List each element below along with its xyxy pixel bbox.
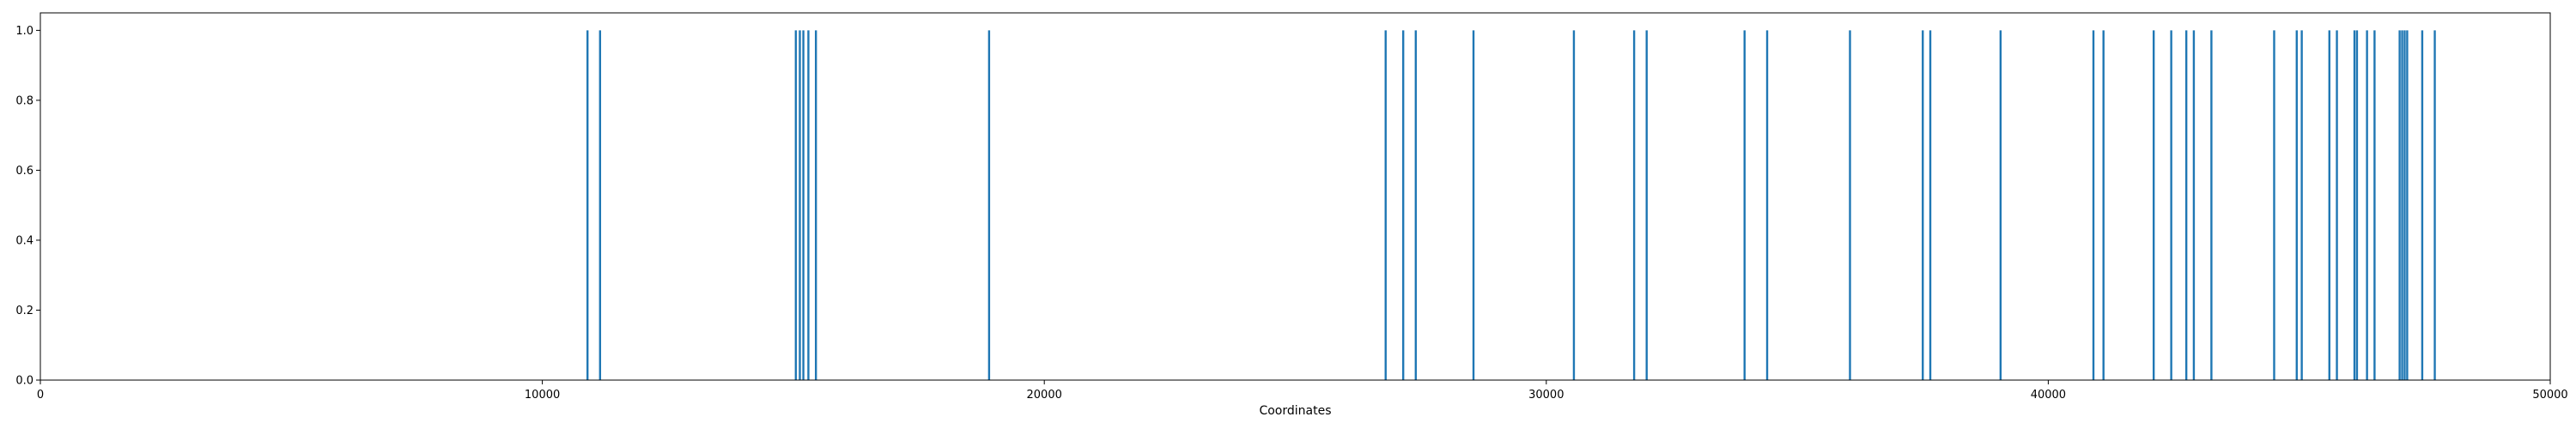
bar: [987, 30, 991, 380]
bar: [1384, 30, 1387, 380]
y-tick-label: 0.4: [15, 234, 33, 247]
bar: [1632, 30, 1636, 380]
plot-frame: [39, 12, 2551, 381]
y-tick-label: 0.6: [15, 165, 33, 178]
x-tick-label: 0: [37, 389, 44, 402]
bar: [2300, 30, 2303, 380]
bar: [1401, 30, 1405, 380]
bar: [2398, 30, 2401, 380]
y-tick-label: 1.0: [15, 25, 33, 38]
bar: [2170, 30, 2172, 380]
y-tick-label: 0.2: [15, 305, 33, 317]
bar: [1572, 30, 1576, 380]
x-axis: 0 10000 20000 30000 40000 50000: [37, 380, 2568, 402]
bar: [1765, 30, 1769, 380]
y-tick-label: 0.0: [15, 375, 33, 388]
x-tick-label: 40000: [2031, 389, 2066, 402]
bar: [815, 30, 817, 380]
bar: [1414, 30, 1417, 380]
x-tick-label: 50000: [2532, 389, 2567, 402]
bar: [2421, 30, 2424, 380]
bar: [586, 30, 589, 380]
x-tick-label: 10000: [525, 389, 560, 402]
bar: [2373, 30, 2376, 380]
chart-marks: [586, 30, 2436, 380]
bar: [1999, 30, 2002, 380]
bar: [2366, 30, 2368, 380]
bar: [598, 30, 602, 380]
bar: [1472, 30, 1475, 380]
bar: [799, 30, 801, 380]
bar: [1743, 30, 1746, 380]
bar: [2433, 30, 2436, 380]
bar: [1922, 30, 1924, 380]
bar: [2328, 30, 2330, 380]
bar: [2295, 30, 2298, 380]
bar: [2210, 30, 2213, 380]
bar: [2401, 30, 2403, 380]
bar: [1929, 30, 1932, 380]
bar: [2152, 30, 2155, 380]
bar: [2192, 30, 2196, 380]
bar: [2403, 30, 2406, 380]
bar: [2184, 30, 2188, 380]
y-axis: 0.0 0.2 0.4 0.6 0.8 1.0: [15, 25, 40, 388]
bar: [2102, 30, 2105, 380]
bar: [2355, 30, 2359, 380]
bar: [802, 30, 805, 380]
x-axis-label: Coordinates: [1259, 404, 1331, 418]
x-tick-label: 30000: [1528, 389, 1564, 402]
bar: [2092, 30, 2095, 380]
bar: [2336, 30, 2338, 380]
bar: [2406, 30, 2409, 380]
bar: [2353, 30, 2356, 380]
bar: [1645, 30, 1648, 380]
bar: [2273, 30, 2275, 380]
y-tick-label: 0.8: [15, 94, 33, 107]
bar: [807, 30, 810, 380]
bar: [1849, 30, 1851, 380]
bar: [794, 30, 798, 380]
x-tick-label: 20000: [1027, 389, 1062, 402]
